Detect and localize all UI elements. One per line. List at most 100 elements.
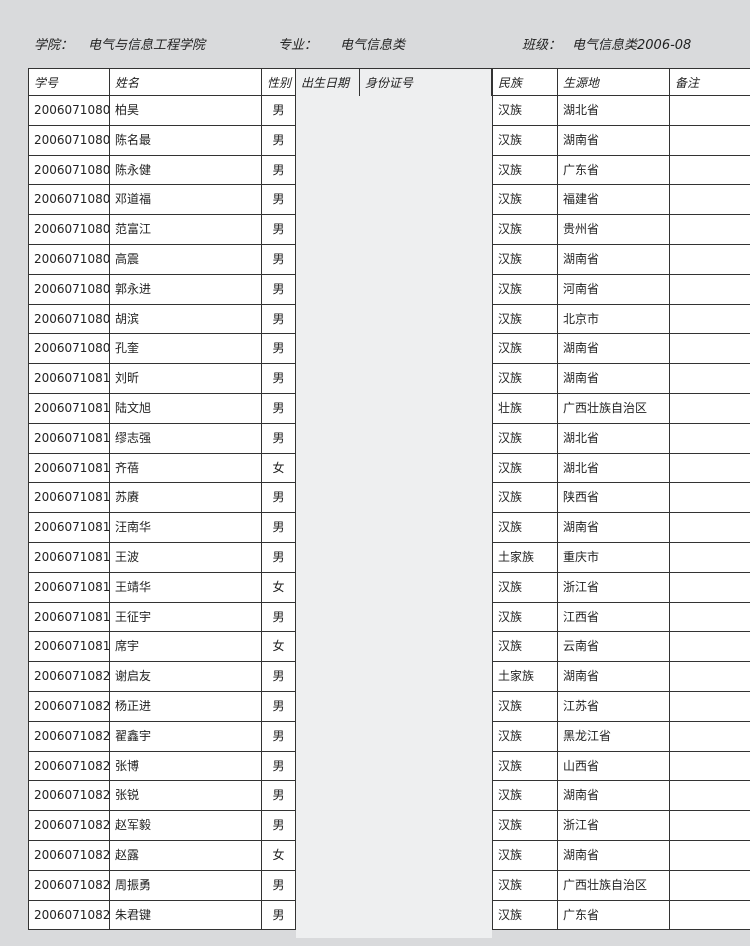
table-cell: 浙江省 xyxy=(558,572,670,603)
table-cell: 刘昕 xyxy=(110,364,262,394)
table-cell: 湖北省 xyxy=(558,453,670,484)
table-cell: 汉族 xyxy=(492,155,558,186)
table-cell: 广西壮族自治区 xyxy=(558,870,670,901)
table-cell: 汉族 xyxy=(492,572,558,603)
table-cell: 周振勇 xyxy=(110,870,262,901)
remark-cell xyxy=(670,125,750,156)
remark-cell xyxy=(670,900,750,931)
table-cell: 湖南省 xyxy=(558,334,670,365)
table-cell: 汉族 xyxy=(492,900,558,931)
table-cell: 20060710824 xyxy=(28,781,110,812)
table-cell: 江西省 xyxy=(558,602,670,633)
remark-cell xyxy=(670,453,750,484)
table-cell: 20060710822 xyxy=(28,721,110,752)
table-cell: 汉族 xyxy=(492,632,558,663)
table-cell: 北京市 xyxy=(558,304,670,335)
class: 电气信息类2006-08 xyxy=(572,38,692,53)
table-cell: 男 xyxy=(262,96,296,126)
remark-cell xyxy=(670,781,750,812)
table-cell: 20060710806 xyxy=(28,245,110,275)
remark-cell xyxy=(670,245,750,275)
table-cell: 王征宇 xyxy=(110,602,262,633)
table-cell: 湖南省 xyxy=(558,513,670,543)
remark-cell xyxy=(670,215,750,245)
table-cell: 20060710812 xyxy=(28,423,110,454)
column-header: 性别 xyxy=(262,68,296,96)
table-cell: 20060710815 xyxy=(28,513,110,543)
table-cell: 齐蓓 xyxy=(110,453,262,484)
remark-cell xyxy=(670,811,750,841)
college: 电气与信息工程学院 xyxy=(88,38,206,53)
table-cell: 山西省 xyxy=(558,751,670,782)
column-header: 生源地 xyxy=(558,68,670,96)
table-cell: 浙江省 xyxy=(558,811,670,841)
table-cell: 汉族 xyxy=(492,304,558,335)
table-cell: 湖北省 xyxy=(558,96,670,126)
table-cell: 汉族 xyxy=(492,245,558,275)
remark-cell xyxy=(670,841,750,871)
table-cell: 陈永健 xyxy=(110,155,262,186)
table-cell: 汉族 xyxy=(492,692,558,722)
table-cell: 男 xyxy=(262,513,296,543)
table-cell: 胡滨 xyxy=(110,304,262,335)
column-header: 身份证号 xyxy=(360,68,492,96)
remark-cell xyxy=(670,692,750,722)
table-cell: 孔奎 xyxy=(110,334,262,365)
column-header: 姓名 xyxy=(110,68,262,96)
remark-cell xyxy=(670,721,750,752)
remark-cell xyxy=(670,870,750,901)
table-cell: 男 xyxy=(262,662,296,692)
table-cell: 20060710820 xyxy=(28,662,110,692)
remark-cell xyxy=(670,304,750,335)
table-cell: 湖南省 xyxy=(558,781,670,812)
table-cell: 汉族 xyxy=(492,334,558,365)
column-header: 学号 xyxy=(28,68,110,96)
table-cell: 男 xyxy=(262,483,296,514)
remark-cell xyxy=(670,513,750,543)
table-cell: 广东省 xyxy=(558,155,670,186)
table-cell: 男 xyxy=(262,751,296,782)
remark-cell xyxy=(670,543,750,573)
table-cell: 湖南省 xyxy=(558,125,670,156)
table-cell: 男 xyxy=(262,900,296,931)
table-cell: 20060710802 xyxy=(28,125,110,156)
table-cell: 柏昊 xyxy=(110,96,262,126)
table-cell: 张博 xyxy=(110,751,262,782)
column-header: 备注 xyxy=(670,68,750,96)
table-cell: 男 xyxy=(262,274,296,305)
table-cell: 土家族 xyxy=(492,662,558,692)
remark-cell xyxy=(670,155,750,186)
table-cell: 20060710810 xyxy=(28,364,110,394)
table-cell: 广西壮族自治区 xyxy=(558,394,670,424)
table-cell: 湖南省 xyxy=(558,841,670,871)
table-cell: 汉族 xyxy=(492,185,558,216)
table-cell: 男 xyxy=(262,781,296,812)
remark-cell xyxy=(670,364,750,394)
table-cell: 汉族 xyxy=(492,751,558,782)
table-cell: 云南省 xyxy=(558,632,670,663)
table-cell: 缪志强 xyxy=(110,423,262,454)
table-cell: 男 xyxy=(262,692,296,722)
table-cell: 王波 xyxy=(110,543,262,573)
table-cell: 席宇 xyxy=(110,632,262,663)
table-cell: 20060710816 xyxy=(28,543,110,573)
table-cell: 20060710813 xyxy=(28,453,110,484)
table-cell: 汉族 xyxy=(492,513,558,543)
remark-cell xyxy=(670,483,750,514)
remark-cell xyxy=(670,334,750,365)
table-cell: 男 xyxy=(262,304,296,335)
table-cell: 男 xyxy=(262,870,296,901)
table-cell: 男 xyxy=(262,721,296,752)
college-label: 学院： xyxy=(34,38,74,53)
table-cell: 男 xyxy=(262,394,296,424)
remark-cell xyxy=(670,394,750,424)
remark-cell xyxy=(670,572,750,603)
table-cell: 江苏省 xyxy=(558,692,670,722)
table-cell: 20060710819 xyxy=(28,632,110,663)
table-cell: 黑龙江省 xyxy=(558,721,670,752)
table-cell: 汉族 xyxy=(492,215,558,245)
table-cell: 20060710814 xyxy=(28,483,110,514)
table-cell: 汉族 xyxy=(492,602,558,633)
table-cell: 汉族 xyxy=(492,274,558,305)
table-cell: 赵军毅 xyxy=(110,811,262,841)
